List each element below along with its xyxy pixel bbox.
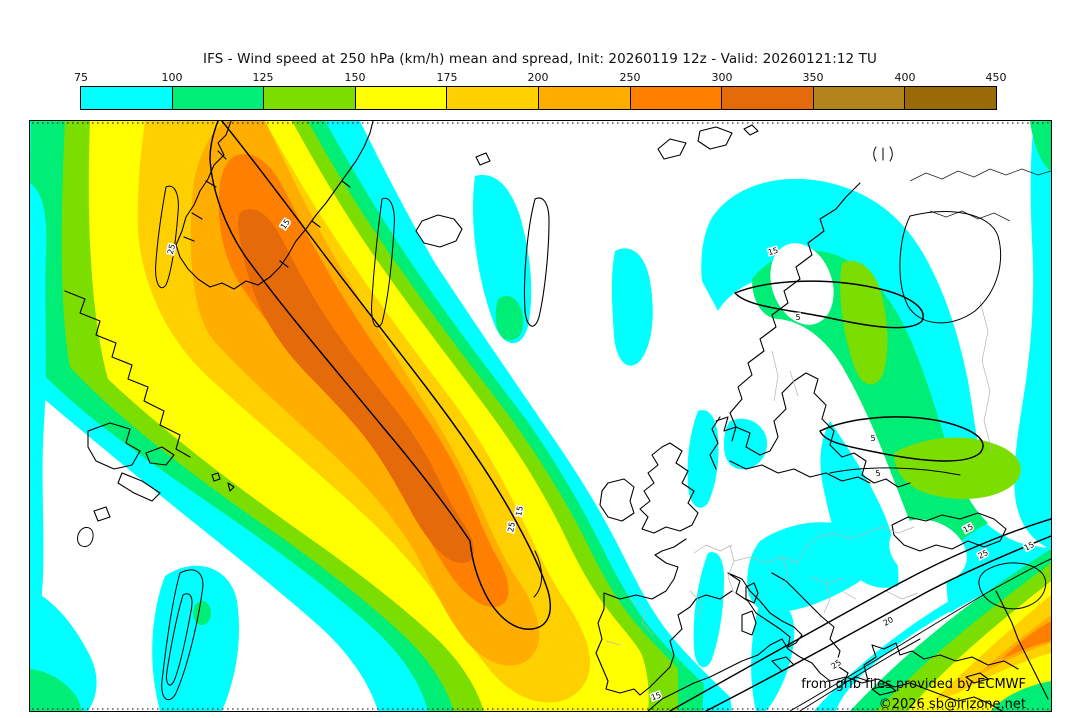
colorbar-tick-labels: 75 100 125 150 175 200 250 300 350 400 4… — [74, 71, 1007, 84]
colorbar-tick: 400 — [894, 71, 916, 84]
sweden-baltic-coast — [729, 372, 911, 488]
italy-coast — [727, 572, 803, 648]
canada-labrador-coast — [64, 290, 191, 458]
low-wind-areas — [38, 416, 363, 711]
colorbar-tick: 350 — [802, 71, 824, 84]
colorbar-scale — [80, 86, 997, 110]
colorbar-segment — [722, 87, 814, 109]
uk-coast — [639, 442, 699, 534]
colorbar-tick: 75 — [74, 71, 88, 84]
colorbar-segment — [813, 87, 906, 109]
colorbar-segment — [447, 87, 539, 109]
iceland-coast — [415, 214, 463, 248]
france-iberia-coast — [595, 538, 733, 696]
attribution: from grib files provided by ECMWF ©2026 … — [801, 677, 1026, 711]
norway-coast — [729, 182, 861, 414]
colorbar-segment — [81, 87, 173, 109]
colorbar-tick: 100 — [161, 71, 183, 84]
colorbar-tick: 175 — [436, 71, 458, 84]
levant-coast — [995, 590, 1049, 700]
svalbard-coast — [657, 124, 759, 160]
colorbar-segment — [355, 87, 448, 109]
page-title: IFS - Wind speed at 250 hPa (km/h) mean … — [203, 51, 877, 67]
colorbar-tick: 250 — [619, 71, 641, 84]
attribution-copyright: ©2026 sb@irizone.net — [879, 697, 1026, 711]
colorbar-tick: 300 — [711, 71, 733, 84]
contour-label: 25 — [506, 521, 517, 533]
greenland-fjords — [183, 150, 351, 268]
colorbar-tick: 200 — [527, 71, 549, 84]
arctic-russia-coast — [909, 168, 1051, 222]
contour-label: 25 — [166, 243, 177, 255]
balkans-greece-coast — [771, 572, 1019, 684]
contour-label: 5 — [870, 434, 875, 443]
contour-label: 25 — [830, 658, 844, 671]
colorbar-segment — [264, 87, 356, 109]
secondary-shading — [30, 175, 795, 711]
contour-label: 15 — [514, 505, 525, 517]
attribution-source: from grib files provided by ECMWF — [801, 677, 1026, 692]
subtropical-jet-shading — [814, 545, 1051, 711]
colorbar-tick: 125 — [252, 71, 274, 84]
colorbar-segment — [630, 87, 723, 109]
forecast-map: 25 15 15 25 15 15 5 5 5 15 25 15 20 25 f… — [29, 120, 1052, 712]
colorbar-tick: 150 — [344, 71, 366, 84]
country-borders — [605, 300, 993, 646]
colorbar-segment — [905, 87, 996, 109]
spread-contours — [77, 121, 1051, 711]
map-canvas: 25 15 15 25 15 15 5 5 5 15 25 15 20 25 f… — [30, 121, 1051, 711]
contour-label: 20 — [882, 615, 895, 628]
colorbar-segment — [538, 87, 631, 109]
jan-mayen — [475, 152, 491, 166]
colorbar: 75 100 125 150 175 200 250 300 350 400 4… — [74, 71, 1007, 111]
colorbar-tick: 450 — [985, 71, 1007, 84]
corsica-sardinia — [741, 582, 759, 636]
contour-label: 5 — [875, 469, 882, 479]
azores-islets — [211, 472, 235, 492]
black-sea-coast — [891, 512, 1007, 552]
newfoundland-coast — [87, 422, 175, 522]
ireland-coast — [599, 478, 635, 522]
contour-label: 15 — [767, 246, 779, 257]
north-africa-coast — [647, 638, 1003, 711]
northeast-shading — [701, 121, 1051, 613]
contour-label: 5 — [795, 313, 800, 322]
baltic-south-coast — [709, 416, 871, 484]
wind-speed-shading — [30, 121, 732, 711]
coastlines — [64, 121, 1051, 711]
arctic-island — [523, 197, 550, 327]
colorbar-segment — [172, 87, 265, 109]
